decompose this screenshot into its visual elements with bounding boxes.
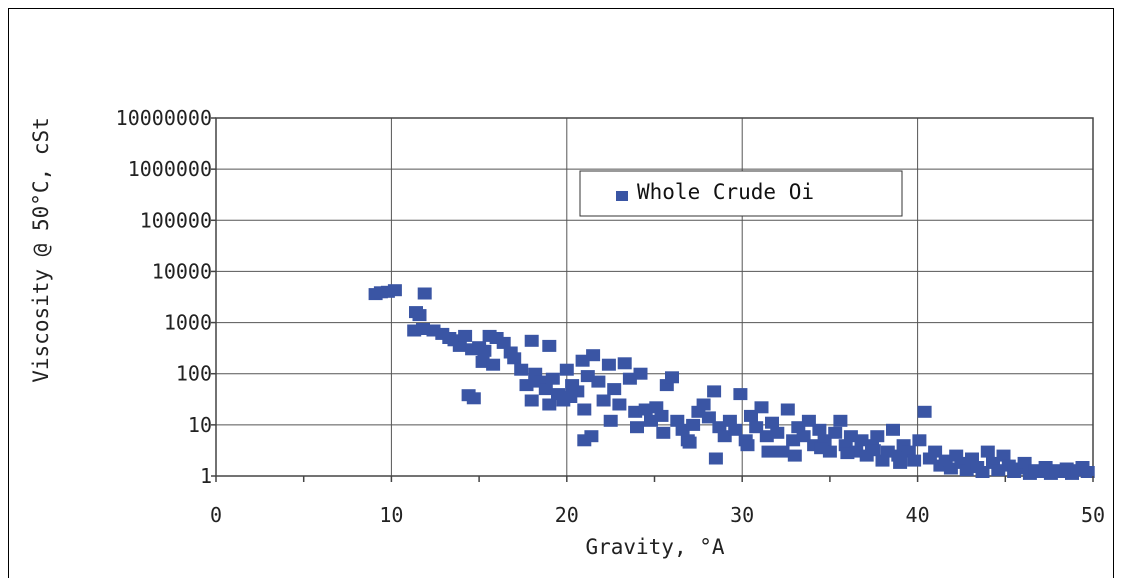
data-point bbox=[682, 436, 697, 449]
x-tick-label: 50 bbox=[1081, 503, 1105, 527]
data-point bbox=[524, 334, 539, 347]
legend: Whole Crude Oi bbox=[579, 170, 903, 217]
data-point bbox=[728, 423, 743, 436]
data-point bbox=[707, 385, 722, 398]
data-point bbox=[412, 309, 427, 322]
data-point bbox=[612, 398, 627, 411]
legend-label: Whole Crude Oi bbox=[637, 180, 814, 204]
data-point bbox=[701, 411, 716, 424]
data-point bbox=[928, 445, 943, 458]
data-point bbox=[507, 352, 522, 365]
data-point bbox=[458, 329, 473, 342]
data-point bbox=[708, 452, 723, 465]
y-tick-label: 100000 bbox=[140, 208, 212, 232]
data-point bbox=[893, 456, 908, 469]
data-point bbox=[559, 363, 574, 376]
data-point bbox=[387, 284, 402, 297]
data-point bbox=[496, 336, 511, 349]
data-point bbox=[733, 388, 748, 401]
data-point bbox=[814, 442, 829, 455]
data-point bbox=[980, 445, 995, 458]
data-point bbox=[907, 454, 922, 467]
data-point bbox=[486, 358, 501, 371]
data-point bbox=[686, 418, 701, 431]
data-point bbox=[607, 383, 622, 396]
x-tick-label: 10 bbox=[379, 503, 403, 527]
data-point bbox=[996, 449, 1011, 462]
data-point bbox=[761, 445, 776, 458]
data-point bbox=[917, 405, 932, 418]
data-point bbox=[656, 426, 671, 439]
data-point bbox=[740, 439, 755, 452]
data-point bbox=[538, 383, 553, 396]
data-point bbox=[765, 416, 779, 429]
data-point bbox=[514, 363, 529, 376]
data-point bbox=[833, 414, 848, 427]
data-point bbox=[452, 339, 467, 352]
data-point bbox=[780, 403, 795, 416]
data-point bbox=[603, 414, 618, 427]
data-point bbox=[843, 430, 858, 443]
x-axis-title: Gravity, °A bbox=[585, 535, 724, 559]
data-point bbox=[912, 434, 927, 447]
x-tick-label: 20 bbox=[555, 503, 579, 527]
data-point bbox=[596, 394, 611, 407]
data-point bbox=[519, 379, 534, 392]
data-point bbox=[749, 421, 764, 434]
y-tick-labels: 1 10 100 1000 10000 100000 1000000 10000000 bbox=[116, 106, 216, 488]
data-point bbox=[577, 403, 592, 416]
data-point bbox=[770, 426, 785, 439]
y-tick-label: 1 bbox=[200, 464, 212, 488]
x-tick-label: 30 bbox=[730, 503, 754, 527]
data-point bbox=[1080, 466, 1095, 478]
data-point bbox=[524, 394, 539, 407]
data-point bbox=[696, 398, 711, 411]
data-point bbox=[886, 423, 900, 436]
data-point bbox=[617, 357, 632, 370]
data-point bbox=[654, 409, 669, 422]
y-tick-label: 100 bbox=[176, 362, 212, 386]
data-point bbox=[545, 372, 560, 385]
data-points bbox=[368, 284, 1095, 480]
data-point bbox=[622, 372, 637, 385]
data-point bbox=[630, 421, 644, 434]
data-point bbox=[870, 430, 885, 443]
data-point bbox=[638, 403, 653, 416]
data-point bbox=[775, 445, 790, 458]
x-tick-labels: 0 10 20 30 40 50 bbox=[210, 476, 1105, 527]
data-point bbox=[542, 339, 557, 352]
y-tick-label: 1000 bbox=[164, 311, 212, 335]
y-tick-label: 10000 bbox=[152, 259, 212, 283]
data-point bbox=[787, 449, 802, 462]
legend-marker bbox=[616, 191, 628, 201]
y-axis-title: Viscosity @ 50°C, cSt bbox=[29, 117, 53, 383]
data-point bbox=[542, 398, 557, 411]
data-point bbox=[586, 349, 601, 362]
data-point bbox=[477, 344, 492, 357]
data-point bbox=[417, 287, 432, 300]
data-point bbox=[665, 371, 679, 384]
x-tick-label: 40 bbox=[906, 503, 930, 527]
data-point bbox=[866, 444, 881, 457]
data-point bbox=[633, 367, 648, 380]
data-point bbox=[828, 426, 843, 439]
figure-frame bbox=[8, 8, 1114, 578]
data-point bbox=[812, 423, 827, 436]
data-point bbox=[580, 370, 595, 383]
data-point bbox=[466, 392, 481, 405]
y-tick-label: 10 bbox=[188, 413, 212, 437]
x-tick-label: 0 bbox=[210, 503, 222, 527]
data-point bbox=[563, 391, 578, 403]
legend-box bbox=[579, 170, 903, 217]
data-point bbox=[975, 466, 990, 478]
data-point bbox=[591, 375, 606, 388]
y-tick-label: 10000000 bbox=[116, 106, 212, 130]
data-point bbox=[754, 401, 769, 414]
y-tick-label: 1000000 bbox=[128, 157, 212, 181]
data-point bbox=[840, 447, 855, 460]
data-point bbox=[601, 358, 616, 371]
data-point bbox=[584, 430, 599, 443]
